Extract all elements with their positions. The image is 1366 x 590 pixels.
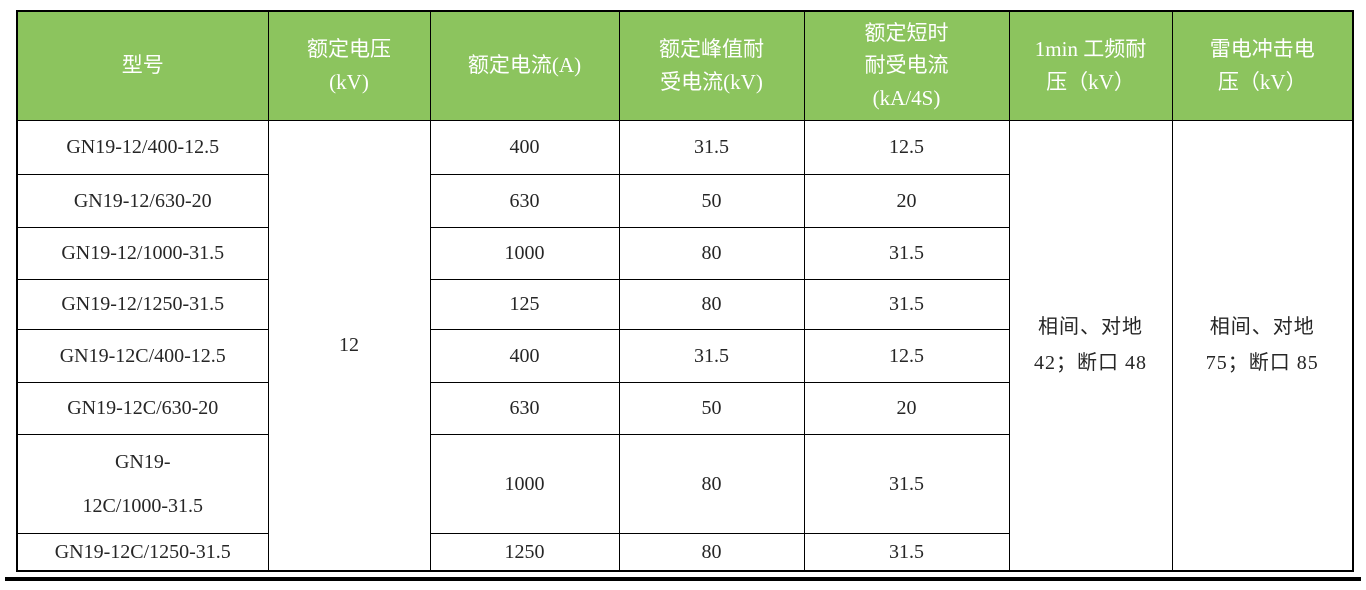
table-row: GN19- 12C/1000-31.5 1000 80 31.5 [16,433,1353,534]
current-cell: 400 [429,119,620,175]
spec-table: 型号 额定电压 (kV) 额定电流(A) 额定峰值耐 受电流(kV) 额定短时 … [16,10,1354,572]
current-cell: 400 [429,328,620,383]
header-row: 型号 额定电压 (kV) 额定电流(A) 额定峰值耐 受电流(kV) 额定短时 … [16,10,1354,121]
peak-cell: 80 [618,226,805,280]
peak-cell: 31.5 [618,119,805,175]
bottom-rule-divider [5,577,1361,581]
short-time-cell: 31.5 [803,278,1010,330]
peak-cell: 80 [618,433,805,534]
header-rated-voltage: 额定电压 (kV) [267,10,431,121]
table-row: GN19-12/1000-31.5 1000 80 31.5 [16,226,1353,280]
peak-cell: 50 [618,381,805,435]
model-cell: GN19-12/1250-31.5 [16,278,269,330]
peak-cell: 50 [618,173,805,228]
table-row: GN19-12/400-12.5 12 400 31.5 12.5 相间、对地 … [16,119,1354,572]
short-time-cell: 12.5 [803,119,1010,175]
rated-voltage-cell: 12 [267,119,431,572]
table-row: GN19-12C/630-20 630 50 20 [16,381,1353,435]
table-row: GN19-12/1250-31.5 125 80 31.5 [16,278,1353,330]
current-cell: 125 [429,278,620,330]
peak-cell: 80 [618,532,805,572]
current-cell: 1250 [429,532,620,572]
header-model: 型号 [16,10,269,121]
model-cell: GN19-12/630-20 [16,173,269,228]
model-cell: GN19-12C/630-20 [16,381,269,435]
short-time-cell: 31.5 [803,226,1010,280]
model-cell: GN19- 12C/1000-31.5 [16,433,269,534]
peak-cell: 31.5 [618,328,805,383]
model-cell: GN19-12/1000-31.5 [16,226,269,280]
table-row: GN19-12/630-20 630 50 20 [16,173,1353,228]
current-cell: 1000 [429,433,620,534]
short-time-cell: 31.5 [803,433,1010,534]
current-cell: 1000 [429,226,620,280]
short-time-cell: 20 [803,173,1010,228]
header-short-time: 额定短时 耐受电流 (kA/4S) [803,10,1010,121]
short-time-cell: 12.5 [803,328,1010,383]
current-cell: 630 [429,173,620,228]
model-cell: GN19-12C/400-12.5 [16,328,269,383]
table-row: GN19-12C/1250-31.5 1250 80 31.5 [16,532,1353,572]
power-frequency-cell: 相间、对地 42；断口 48 [1008,119,1173,572]
short-time-cell: 31.5 [803,532,1010,572]
header-lightning-impulse: 雷电冲击电 压（kV） [1171,10,1354,121]
peak-cell: 80 [618,278,805,330]
header-rated-current: 额定电流(A) [429,10,620,121]
model-cell: GN19-12/400-12.5 [16,119,269,175]
short-time-cell: 20 [803,381,1010,435]
lightning-impulse-cell: 相间、对地 75；断口 85 [1171,119,1354,572]
model-cell: GN19-12C/1250-31.5 [16,532,269,572]
current-cell: 630 [429,381,620,435]
header-power-frequency: 1min 工频耐 压（kV） [1008,10,1173,121]
header-peak-withstand: 额定峰值耐 受电流(kV) [618,10,805,121]
table-row: GN19-12C/400-12.5 400 31.5 12.5 [16,328,1353,383]
